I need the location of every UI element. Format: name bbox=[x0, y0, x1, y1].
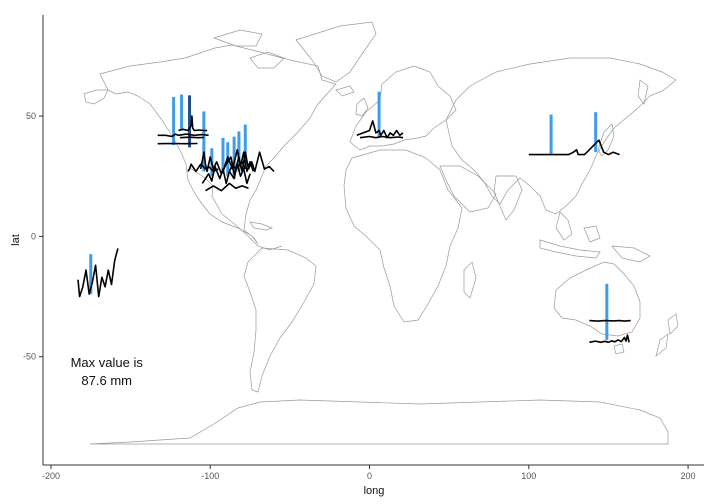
x-axis-ticks: -200 -100 0 100 200 bbox=[42, 465, 696, 481]
station-sparkline bbox=[589, 319, 631, 322]
x-tick-label: -100 bbox=[201, 471, 219, 481]
world-coastline-map bbox=[83, 21, 679, 445]
x-tick-label: 200 bbox=[681, 471, 696, 481]
y-tick-label: 50 bbox=[26, 111, 36, 121]
station-sparkline bbox=[179, 136, 204, 139]
station-sparkline bbox=[205, 182, 249, 192]
station-sparkline bbox=[157, 133, 209, 138]
annotation-line-2: 87.6 mm bbox=[81, 373, 132, 388]
y-axis-title: lat bbox=[10, 234, 22, 246]
x-axis-title: long bbox=[364, 485, 385, 497]
x-tick-label: 0 bbox=[367, 471, 372, 481]
station-sparkline bbox=[201, 163, 251, 185]
axes: -200 -100 0 100 200 -50 0 50 long lat bbox=[10, 15, 704, 497]
x-tick-label: -200 bbox=[42, 471, 60, 481]
station-bars bbox=[89, 91, 609, 340]
station-sparkline bbox=[356, 120, 404, 139]
annotation-line-1: Max value is bbox=[71, 355, 144, 370]
station-sparkline bbox=[77, 248, 119, 298]
station-sparkline bbox=[228, 151, 275, 173]
station-sparkline bbox=[187, 163, 219, 173]
station-sparklines bbox=[77, 115, 631, 344]
y-axis-ticks: -50 0 50 bbox=[23, 111, 43, 362]
station-sparkline bbox=[528, 139, 620, 156]
station-sparkline bbox=[178, 115, 208, 132]
y-tick-label: 0 bbox=[31, 231, 36, 241]
y-tick-label: -50 bbox=[23, 352, 36, 362]
station-sparkline bbox=[359, 135, 404, 139]
x-tick-label: 100 bbox=[521, 471, 536, 481]
max-value-annotation: Max value is 87.6 mm bbox=[71, 355, 144, 388]
station-sparkline bbox=[589, 334, 630, 344]
